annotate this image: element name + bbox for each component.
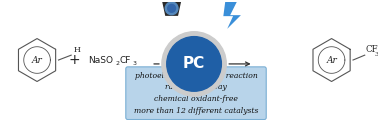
- FancyBboxPatch shape: [126, 67, 266, 120]
- Text: Ar: Ar: [32, 56, 42, 65]
- Text: 2: 2: [116, 61, 119, 66]
- Text: photoelectro-catalyzed reaction
radical pathway
chemical oxidant-free
more than : photoelectro-catalyzed reaction radical …: [134, 72, 258, 115]
- Text: H: H: [73, 46, 80, 54]
- Text: +: +: [68, 53, 80, 67]
- Text: 3: 3: [133, 61, 136, 66]
- Circle shape: [165, 2, 178, 15]
- Circle shape: [168, 4, 175, 12]
- Text: NaSO: NaSO: [88, 56, 113, 65]
- Text: CF: CF: [120, 56, 131, 65]
- Text: 3: 3: [375, 52, 378, 57]
- Polygon shape: [223, 1, 241, 29]
- Circle shape: [162, 32, 226, 96]
- Polygon shape: [163, 1, 180, 15]
- Circle shape: [167, 37, 222, 91]
- Text: CF: CF: [366, 45, 378, 54]
- Text: PC: PC: [183, 56, 205, 71]
- Text: Ar: Ar: [326, 56, 337, 65]
